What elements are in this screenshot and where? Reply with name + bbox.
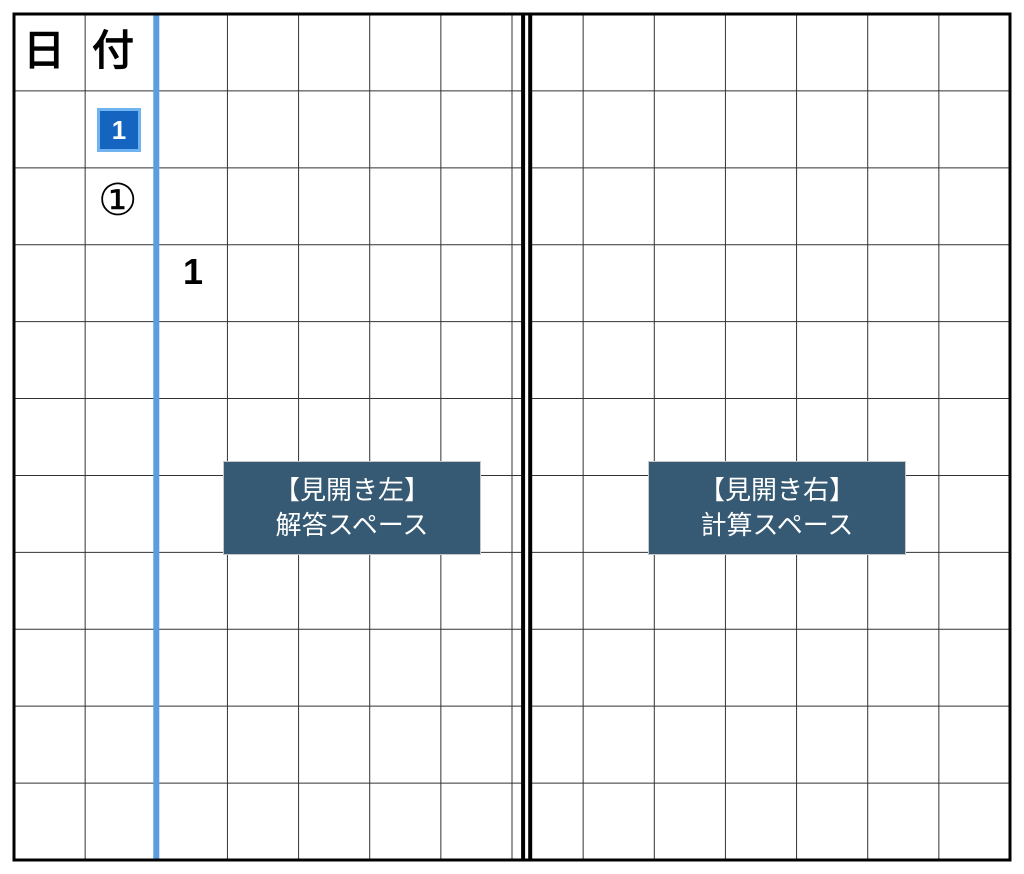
subproblem-circled-number: ①: [98, 175, 137, 226]
notebook-diagram: { "canvas": { "width": 1024, "height": 8…: [0, 0, 1024, 874]
left-page-label: 【見開き左】 解答スペース: [223, 461, 481, 555]
right-page-label-line1: 【見開き右】: [699, 473, 855, 508]
problem-number-box-text: 1: [112, 115, 126, 146]
problem-number-box: 1: [97, 108, 141, 152]
answer-number: 1: [183, 251, 203, 293]
right-page-label-line2: 計算スペース: [701, 508, 854, 543]
left-page-label-line2: 解答スペース: [276, 508, 429, 543]
date-label-char1: 日: [23, 17, 65, 78]
right-page-label: 【見開き右】 計算スペース: [648, 461, 906, 555]
left-page-label-line1: 【見開き左】: [274, 473, 430, 508]
grid-svg: [0, 0, 1024, 874]
date-label-char2: 付: [92, 17, 134, 78]
